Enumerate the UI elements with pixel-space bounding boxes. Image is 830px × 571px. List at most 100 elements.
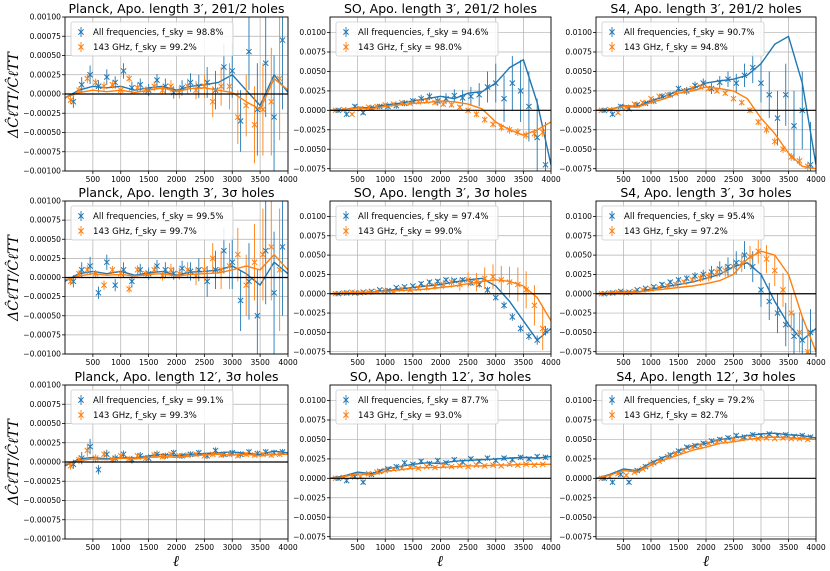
series-1-point xyxy=(501,455,507,462)
x-tick-label: 2000 xyxy=(431,358,450,367)
series-2-point xyxy=(440,281,447,288)
x-tick-label: 1500 xyxy=(669,358,688,367)
series-2-point xyxy=(755,119,762,125)
series-2-point xyxy=(681,447,687,454)
series-2-point xyxy=(631,469,638,476)
series-2-point xyxy=(126,286,133,292)
y-tick-label: −0.0025 xyxy=(559,493,592,502)
series-1-point xyxy=(229,259,236,266)
y-tick-label: −0.0075 xyxy=(293,532,326,541)
x-tick-label: 500 xyxy=(350,543,365,552)
y-tick-label: 0.0025 xyxy=(565,86,592,95)
series-2-point xyxy=(109,81,116,88)
legend-box xyxy=(601,389,765,425)
series-1-point xyxy=(484,84,491,90)
x-tick-label: 2000 xyxy=(431,543,450,552)
panel-title: SO, Apo. length 3′, 3σ holes xyxy=(354,185,527,200)
series-2-point xyxy=(75,270,82,277)
series-1-point xyxy=(162,266,169,273)
series-1-point xyxy=(360,479,367,486)
series-2-point xyxy=(714,269,720,276)
x-tick-label: 3000 xyxy=(751,358,770,367)
legend-marker-2 xyxy=(343,44,349,50)
x-tick-label: 2500 xyxy=(724,175,743,184)
series-2-point xyxy=(656,93,663,100)
y-tick-label: −0.00100 xyxy=(23,350,61,359)
series-1-point xyxy=(534,453,541,460)
plot-area xyxy=(596,35,816,171)
series-2-point xyxy=(226,451,233,458)
series-1-point xyxy=(782,91,789,98)
series-2-point xyxy=(218,83,225,90)
series-2-point xyxy=(268,243,275,250)
series-2-point xyxy=(498,462,505,469)
series-2-point xyxy=(697,84,704,90)
legend-box xyxy=(70,205,234,241)
series-1-point xyxy=(443,95,449,102)
y-tick-label: 0.0000 xyxy=(565,289,592,298)
x-tick-label: 2500 xyxy=(458,543,477,552)
panel-title: Planck, Apo. length 3′, 2θ1/2 holes xyxy=(68,1,284,16)
series-1-point xyxy=(360,109,367,116)
panel-frame xyxy=(64,200,289,355)
series-1-point xyxy=(279,243,286,250)
series-1-point xyxy=(534,337,541,344)
series-2-point xyxy=(465,463,472,470)
series-2-point xyxy=(67,278,74,285)
series-2-point xyxy=(481,116,488,123)
series-1-point xyxy=(542,161,549,168)
series-2-point xyxy=(623,104,630,111)
y-tick-label: 0.0025 xyxy=(299,270,326,279)
series-2-point xyxy=(398,99,405,106)
legend-box xyxy=(70,389,234,425)
series-2-point xyxy=(276,451,283,458)
series-1-point xyxy=(451,456,458,463)
series-2-point xyxy=(390,466,397,472)
legend-marker-2 xyxy=(609,228,615,234)
series-2-point xyxy=(92,79,99,86)
y-tick-label: 0.0000 xyxy=(299,289,326,298)
y-tick-label: 0.00100 xyxy=(30,381,62,390)
panel-8: 500 1000 1500 2000 2500 3000 3500 4000 −0.0075 −0… xyxy=(293,369,561,552)
y-tick-label: 0.0100 xyxy=(299,212,326,221)
series-1-point xyxy=(279,37,286,44)
series-2-point xyxy=(407,100,414,107)
legend-label-2: 143 GHz, f_sky = 82.7% xyxy=(624,411,728,421)
x-tick-label: 1500 xyxy=(669,543,688,552)
series-2-point xyxy=(209,98,216,105)
series-2-point xyxy=(151,83,158,90)
panel-title: S4, Apo. length 3′, 2θ1/2 holes xyxy=(610,1,801,16)
series-2-point xyxy=(67,462,74,469)
series-2-point xyxy=(763,434,770,441)
y-tick-label: −0.0050 xyxy=(293,513,326,522)
series-2-point xyxy=(738,259,745,266)
legend-label-2: 143 GHz, f_sky = 98.0% xyxy=(358,43,462,53)
series-1-point xyxy=(733,80,740,87)
series-1-point xyxy=(418,280,425,287)
series-2-point xyxy=(788,435,795,442)
col2-xlabel: ℓ xyxy=(437,552,443,570)
series-2-point xyxy=(151,266,158,273)
series-1-point xyxy=(128,84,135,91)
series-2-point xyxy=(481,275,488,282)
panel-title: S4, Apo. length 12′, 3σ holes xyxy=(616,369,795,384)
x-tick-label: 2500 xyxy=(458,175,477,184)
series-1-point xyxy=(484,455,491,462)
series-1-point xyxy=(692,442,698,449)
series-2-point xyxy=(382,467,389,474)
series-1-point xyxy=(271,289,278,296)
x-tick-label: 3500 xyxy=(250,358,269,367)
series-1-point xyxy=(509,313,516,320)
series-1-point xyxy=(525,455,532,462)
series-2-point xyxy=(796,435,803,442)
x-tick-label: 1500 xyxy=(139,175,158,184)
series-2-point xyxy=(672,281,679,288)
legend-label-2: 143 GHz, f_sky = 99.0% xyxy=(358,227,462,237)
series-1-point xyxy=(418,458,425,465)
series-2-point xyxy=(639,99,646,106)
legend-label-2: 143 GHz, f_sky = 99.3% xyxy=(93,411,197,421)
x-tick-label: 2500 xyxy=(195,175,214,184)
series-2-point xyxy=(648,461,654,468)
series-1-point xyxy=(426,279,433,286)
legend-marker-2 xyxy=(78,412,84,418)
